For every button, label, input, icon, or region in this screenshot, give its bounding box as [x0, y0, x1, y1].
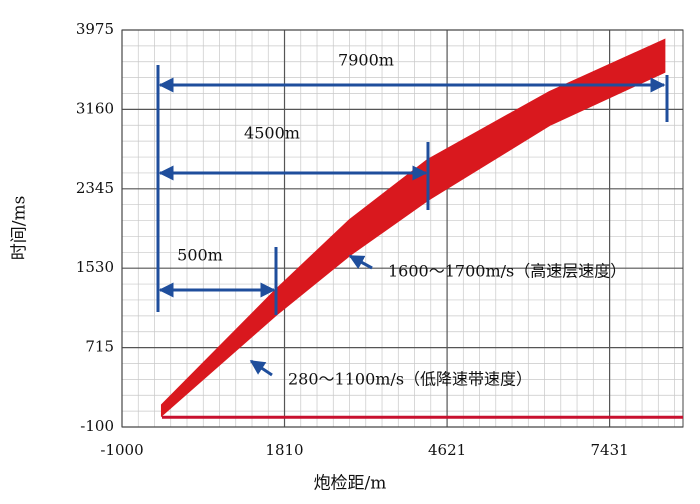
annotation: 280～1100m/s（低降速带速度）	[288, 370, 532, 389]
x-axis-label: 炮检距/m	[314, 474, 387, 494]
y-tick-label: 1530	[76, 258, 114, 276]
time-band	[160, 38, 666, 418]
pointer-arrow	[348, 254, 373, 270]
y-tick-label: 715	[85, 338, 114, 356]
annotation: 500m	[177, 246, 223, 265]
y-axis-label: 时间/ms	[10, 196, 30, 261]
y-tick-label: 3975	[76, 20, 114, 38]
annotation: 1600～1700m/s（高速层速度）	[388, 262, 626, 281]
y-tick-label: 2345	[76, 179, 114, 197]
y-tick-label: 3160	[76, 99, 114, 117]
plot-frame	[121, 29, 684, 428]
x-tick-label: 7431	[591, 441, 629, 459]
x-tick-label: 1810	[265, 441, 303, 459]
annotation: 4500m	[244, 124, 300, 143]
x-tick-label: -1000	[100, 441, 143, 459]
pointer-arrow	[249, 359, 273, 377]
y-tick-label: -100	[80, 417, 114, 435]
annotation: 7900m	[338, 51, 394, 70]
x-tick-label: 4621	[428, 441, 466, 459]
